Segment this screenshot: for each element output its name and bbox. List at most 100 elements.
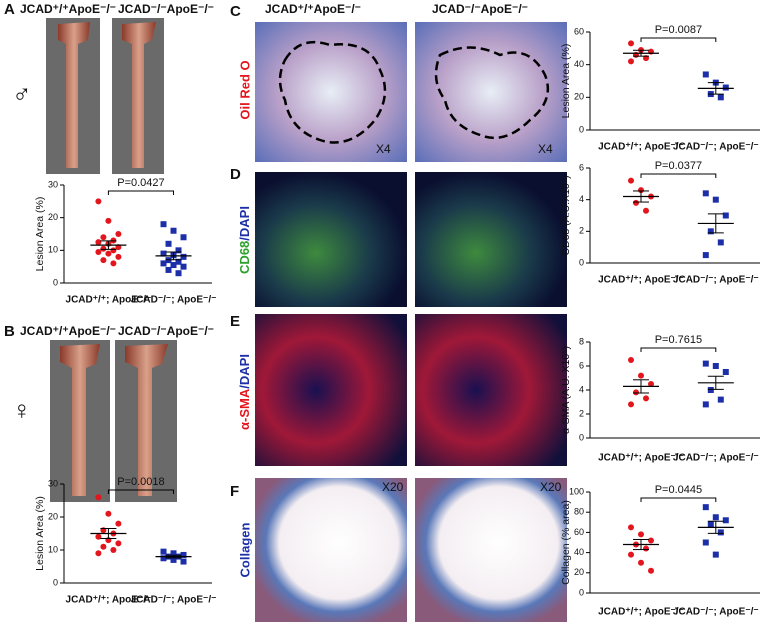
aorta-image [125, 344, 168, 496]
stain-label: α-SMA/DAPI [237, 354, 252, 430]
data-point [722, 369, 729, 375]
data-point [160, 250, 167, 257]
column-header: JCAD⁺/⁺ApoE⁻/⁻ [20, 2, 116, 16]
y-tick-label: 4 [579, 194, 584, 204]
data-point [115, 540, 122, 547]
data-point [180, 253, 187, 260]
data-point [638, 187, 644, 194]
stain-label: Collagen [237, 522, 252, 577]
sex-symbol: ♂ [12, 79, 32, 109]
stain-label: CD68/DAPI [237, 206, 252, 274]
y-tick-label: 30 [48, 179, 58, 189]
data-point [628, 357, 634, 363]
data-point [100, 257, 107, 264]
significance-bar [640, 37, 717, 42]
y-axis-label: α-SMA (A.U. X10⁶) [560, 346, 572, 434]
data-point [175, 247, 182, 254]
p-value: P=0.0018 [117, 476, 164, 488]
data-point [628, 551, 634, 558]
column-header: JCAD⁺/⁺ApoE⁻/⁻ [265, 2, 361, 16]
y-tick-label: 2 [579, 226, 584, 236]
lesion-outline [434, 46, 550, 140]
data-point [628, 401, 634, 408]
data-point [165, 266, 172, 273]
column-header: JCAD⁺/⁺ApoE⁻/⁻ [20, 324, 116, 338]
magnification: X4 [538, 142, 553, 156]
data-point [170, 550, 177, 557]
stain: α-SMA [237, 388, 252, 430]
y-tick-label: 8 [579, 336, 584, 346]
data-point [643, 207, 649, 214]
data-point [95, 533, 102, 540]
micrograph [255, 172, 407, 307]
data-point [100, 234, 107, 241]
x-tick-label: JCAD⁻/⁻; ApoE⁻/⁻ [673, 607, 759, 618]
data-point [648, 537, 654, 544]
data-point [717, 529, 724, 536]
y-axis-label: Lesion Area (%) [34, 197, 46, 272]
y-tick-label: 10 [48, 245, 58, 255]
data-point [717, 239, 724, 246]
micrograph [415, 314, 567, 466]
data-point [638, 531, 644, 538]
data-point [643, 545, 649, 552]
data-point [702, 190, 709, 197]
data-point [115, 520, 122, 527]
panel-letter: C [230, 3, 241, 20]
p-value: P=0.0377 [655, 160, 702, 172]
data-point [100, 543, 107, 550]
y-tick-label: 40 [574, 59, 584, 69]
stain-label: Oil Red O [237, 60, 252, 119]
counterstain: /DAPI [237, 206, 252, 241]
data-point [170, 556, 177, 563]
data-point [648, 567, 654, 574]
data-point [105, 217, 112, 224]
y-tick-label: 0 [579, 432, 584, 442]
y-tick-label: 20 [574, 92, 584, 102]
data-point [638, 559, 644, 566]
y-tick-label: 0 [53, 277, 58, 287]
y-tick-label: 0 [579, 124, 584, 134]
data-point [170, 227, 177, 234]
data-point [702, 252, 709, 259]
data-point [643, 395, 649, 402]
aorta-image [122, 22, 156, 168]
micrograph [415, 172, 567, 307]
data-point [105, 510, 112, 517]
y-tick-label: 6 [579, 162, 584, 172]
data-point [702, 360, 709, 367]
data-point [160, 221, 167, 228]
data-point [105, 250, 112, 257]
data-point [702, 504, 709, 511]
x-tick-label: JCAD⁺/⁺; ApoE⁻/⁻ [598, 453, 684, 464]
x-tick-label: JCAD⁺/⁺; ApoE⁻/⁻ [66, 595, 152, 606]
data-point [633, 389, 639, 396]
data-point [633, 199, 639, 206]
data-point [180, 234, 187, 241]
y-tick-label: 20 [48, 511, 58, 521]
y-axis-label: Lesion Area (%) [34, 496, 46, 571]
x-tick-label: JCAD⁻/⁻; ApoE⁻/⁻ [131, 295, 217, 306]
data-point [180, 551, 187, 558]
y-axis-label: CD68 (A.U.X10⁶) [560, 175, 572, 255]
panel-letter: D [230, 166, 241, 183]
sex-symbol: ♀ [12, 395, 32, 425]
x-tick-label: JCAD⁻/⁻; ApoE⁻/⁻ [673, 275, 759, 286]
significance-bar [640, 347, 717, 352]
data-point [180, 558, 187, 565]
data-point [175, 258, 182, 265]
data-point [110, 547, 117, 553]
significance-bar [640, 173, 717, 178]
magnification: X20 [540, 480, 562, 494]
data-point [170, 262, 177, 269]
data-point [95, 248, 102, 255]
panel-letter: F [230, 483, 239, 500]
data-point [628, 40, 634, 47]
micrograph [415, 22, 567, 162]
column-header: JCAD⁻/⁻ApoE⁻/⁻ [118, 2, 214, 16]
y-axis-label: Lesion Area (%) [560, 44, 572, 119]
data-point [110, 247, 117, 254]
data-point [702, 71, 709, 78]
x-tick-label: JCAD⁻/⁻; ApoE⁻/⁻ [673, 142, 759, 153]
